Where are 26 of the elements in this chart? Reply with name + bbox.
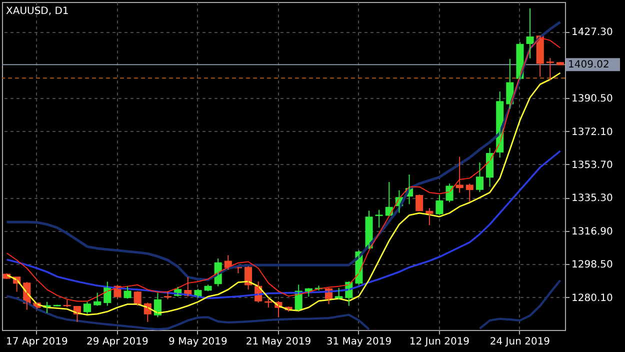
- candlestick: [63, 299, 71, 308]
- candlestick: [556, 61, 564, 66]
- line-series: [6, 72, 561, 316]
- x-tick-label: 24 Jun 2019: [490, 336, 550, 348]
- candlestick: [546, 57, 554, 82]
- x-tick-label: 9 May 2019: [168, 336, 228, 348]
- candlestick: [466, 183, 474, 202]
- y-tick-label: 1298.50: [572, 260, 613, 271]
- y-tick-label: 1280.10: [572, 292, 613, 304]
- candlestick: [375, 209, 383, 228]
- candlestick: [53, 304, 61, 308]
- y-tick-label: 1372.10: [572, 126, 613, 138]
- chart-title: XAUUSD, D1: [6, 6, 69, 17]
- y-tick-label: 1316.90: [572, 226, 613, 238]
- x-tick-label: 29 Apr 2019: [86, 336, 148, 348]
- x-tick-label: 21 May 2019: [246, 336, 312, 348]
- ref-line-label: 1409.02: [568, 60, 610, 71]
- x-tick-label: 12 Jun 2019: [409, 336, 470, 348]
- x-tick-label: 31 May 2019: [326, 336, 392, 348]
- x-tick-label: 17 Apr 2019: [6, 336, 68, 348]
- y-tick-label: 1353.70: [572, 160, 613, 171]
- y-tick-label: 1335.30: [572, 193, 613, 204]
- y-tick-label: 1427.30: [572, 27, 613, 38]
- candlestick: [164, 290, 172, 300]
- y-tick-label: 1390.50: [572, 94, 613, 105]
- candlestick: [456, 156, 464, 194]
